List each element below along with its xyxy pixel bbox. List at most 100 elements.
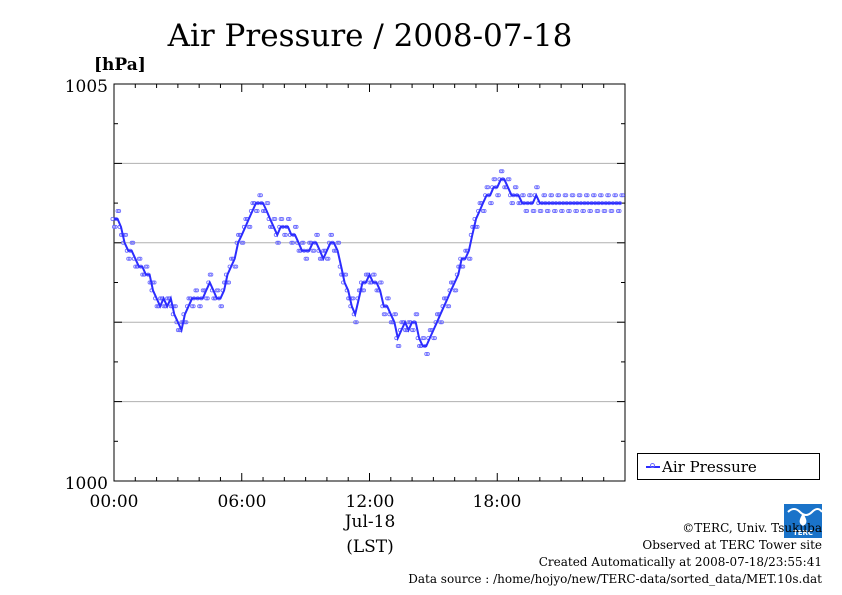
- data-point: [271, 216, 276, 221]
- data-point: [314, 232, 319, 237]
- data-point: [617, 208, 622, 213]
- data-point: [571, 193, 576, 198]
- data-point: [548, 193, 553, 198]
- data-point: [488, 201, 493, 206]
- data-point: [552, 208, 557, 213]
- data-point: [115, 208, 120, 213]
- data-point: [535, 185, 540, 190]
- data-point: [158, 296, 163, 301]
- y-axis-label: [hPa]: [94, 55, 146, 75]
- x-tick-label-1200: 12:00: [346, 492, 395, 512]
- data-point: [527, 193, 532, 198]
- data-point: [260, 208, 265, 213]
- data-point: [301, 240, 306, 245]
- data-point: [539, 208, 544, 213]
- data-point: [532, 208, 537, 213]
- data-point: [367, 280, 372, 285]
- data-point: [285, 216, 290, 221]
- data-point: [305, 256, 310, 261]
- data-point: [232, 264, 237, 269]
- credits: ©TERC, Univ. Tsukuba Observed at TERC To…: [408, 520, 822, 588]
- data-point: [603, 208, 608, 213]
- terc-logo: TERC: [784, 504, 822, 538]
- legend-marker-swatch: [650, 463, 655, 468]
- x-unit-label: (LST): [346, 537, 394, 557]
- data-point: [140, 272, 145, 277]
- data-point: [143, 264, 148, 269]
- data-point: [560, 208, 565, 213]
- data-point: [420, 336, 425, 341]
- data-point: [550, 193, 555, 198]
- data-point: [512, 185, 517, 190]
- data-point: [417, 343, 422, 348]
- data-point: [353, 320, 358, 325]
- data-point: [447, 304, 452, 309]
- logo-drop: [799, 513, 807, 526]
- data-point: [557, 193, 562, 198]
- data-point: [371, 272, 376, 277]
- data-point: [145, 264, 150, 269]
- data-point: [250, 201, 255, 206]
- data-point: [315, 232, 320, 237]
- data-point: [555, 193, 560, 198]
- data-point: [616, 208, 621, 213]
- data-point: [541, 193, 546, 198]
- data-point: [303, 256, 308, 261]
- data-point: [422, 336, 427, 341]
- data-point: [569, 193, 574, 198]
- data-point: [282, 232, 287, 237]
- data-point: [584, 193, 589, 198]
- credit-site: Observed at TERC Tower site: [642, 538, 822, 552]
- data-point: [466, 256, 471, 261]
- data-point: [112, 224, 117, 229]
- data-point: [482, 208, 487, 213]
- grid-lines: [114, 162, 625, 403]
- data-point: [383, 312, 388, 317]
- data-point: [543, 193, 548, 198]
- data-point: [307, 240, 312, 245]
- data-point: [528, 193, 533, 198]
- data-point: [388, 320, 393, 325]
- data-point: [186, 296, 191, 301]
- data-point: [521, 193, 526, 198]
- credit-copyright: ©TERC, Univ. Tsukuba: [682, 521, 822, 535]
- data-point: [502, 185, 507, 190]
- data-point: [410, 328, 415, 333]
- data-point: [161, 304, 166, 309]
- data-point: [354, 320, 359, 325]
- data-point: [219, 304, 224, 309]
- data-point: [608, 208, 613, 213]
- data-point: [601, 208, 606, 213]
- data-point: [292, 224, 297, 229]
- data-point: [211, 296, 216, 301]
- data-point: [198, 304, 203, 309]
- data-point: [243, 216, 248, 221]
- data-point: [236, 232, 241, 237]
- data-point: [335, 240, 340, 245]
- data-point: [406, 320, 411, 325]
- data-point: [581, 208, 586, 213]
- data-point: [273, 216, 278, 221]
- data-point: [381, 312, 386, 317]
- data-point: [127, 256, 132, 261]
- data-point: [591, 193, 596, 198]
- data-point: [324, 256, 329, 261]
- x-tick-label-1800: 18:00: [473, 492, 522, 512]
- data-point: [193, 288, 198, 293]
- data-point: [403, 328, 408, 333]
- y-tick-label-1000: 1000: [65, 474, 108, 494]
- data-point: [218, 304, 223, 309]
- data-point: [216, 288, 221, 293]
- data-point: [246, 224, 251, 229]
- data-point: [463, 248, 468, 253]
- logo-wave: [787, 508, 822, 516]
- data-point: [612, 193, 617, 198]
- data-point: [165, 296, 170, 301]
- x-tick-label-0600: 06:00: [218, 492, 267, 512]
- data-point: [248, 224, 253, 229]
- data-point: [573, 208, 578, 213]
- data-point: [427, 328, 432, 333]
- data-point: [425, 351, 430, 356]
- data-point: [445, 304, 450, 309]
- data-point: [326, 256, 331, 261]
